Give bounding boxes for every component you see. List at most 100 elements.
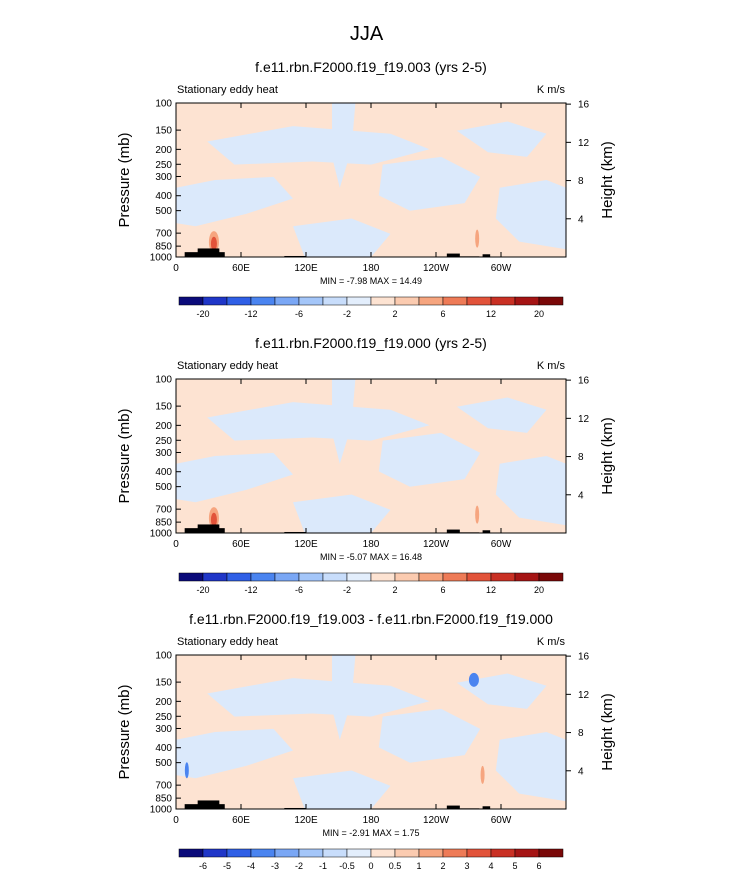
variable-label: Stationary eddy heat: [177, 360, 278, 372]
positive-maximum-core: [210, 236, 217, 251]
units-label: K m/s: [537, 636, 566, 648]
panel-title: f.e11.rbn.F2000.f19_f19.003 - f.e11.rbn.…: [189, 611, 553, 627]
y-tick-label: 1000: [150, 253, 173, 264]
colorbar-box: [538, 296, 564, 306]
negative-region: [495, 732, 566, 802]
topography: [446, 805, 460, 809]
colorbar-label: -6: [295, 585, 303, 595]
colorbar-label: -1: [319, 861, 327, 871]
min-max-label: MIN = -2.91 MAX = 1.75: [322, 828, 419, 838]
panel-title: f.e11.rbn.F2000.f19_f19.003 (yrs 2-5): [255, 59, 487, 75]
y2-tick-label: 16: [578, 100, 590, 111]
topography: [446, 529, 460, 533]
y-tick-label: 300: [155, 172, 172, 183]
colorbar-box: [394, 296, 420, 306]
y-tick-label: 400: [155, 467, 172, 478]
colorbar-label: -2: [343, 309, 351, 319]
y-tick-label: 200: [155, 697, 172, 708]
colorbar-box: [418, 848, 444, 858]
y2-axis-title: Height (km): [599, 693, 616, 771]
colorbar-box: [250, 572, 276, 582]
topography: [284, 255, 306, 257]
x-tick-label: 120E: [294, 263, 318, 274]
colorbar-label: -20: [196, 309, 209, 319]
y2-tick-label: 8: [578, 452, 584, 463]
topography: [482, 254, 491, 257]
colorbar-box: [226, 848, 252, 858]
topography: [197, 524, 220, 533]
y-tick-label: 700: [155, 229, 172, 240]
topography: [482, 530, 491, 533]
negative-minimum: [184, 762, 189, 779]
y2-tick-label: 8: [578, 728, 584, 739]
y-tick-label: 150: [155, 402, 172, 413]
x-tick-label: 180: [363, 815, 380, 826]
y-tick-label: 1000: [150, 529, 173, 540]
y-tick-label: 200: [155, 421, 172, 432]
colorbar-box: [346, 296, 372, 306]
y-tick-label: 500: [155, 482, 172, 493]
negative-region: [293, 770, 391, 809]
x-tick-label: 0: [173, 539, 179, 550]
y-tick-label: 700: [155, 505, 172, 516]
colorbar-box: [442, 296, 468, 306]
chart-panel-2: f.e11.rbn.F2000.f19_f19.000 (yrs 2-5) Sta…: [116, 335, 616, 595]
colorbar-box: [274, 572, 300, 582]
colorbar-box: [442, 572, 468, 582]
colorbar-box: [178, 572, 204, 582]
y-tick-label: 850: [155, 242, 172, 253]
colorbar-label: 1: [416, 861, 421, 871]
negative-region: [495, 180, 566, 250]
negative-region: [456, 673, 547, 709]
colorbar-label: 5: [512, 861, 517, 871]
colorbar-box: [298, 572, 324, 582]
colorbar-box: [538, 848, 564, 858]
variable-label: Stationary eddy heat: [177, 636, 278, 648]
y-tick-label: 150: [155, 126, 172, 137]
colorbar-box: [370, 848, 396, 858]
negative-region: [293, 218, 391, 257]
colorbar-label: 2: [440, 861, 445, 871]
negative-region: [378, 708, 481, 763]
units-label: K m/s: [537, 360, 566, 372]
negative-minimum: [468, 672, 479, 687]
negative-region: [176, 452, 293, 503]
colorbar-label: -3: [271, 861, 279, 871]
colorbar-box: [202, 296, 228, 306]
colorbar-label: 6: [536, 861, 541, 871]
y-tick-label: 250: [155, 160, 172, 171]
negative-region: [207, 402, 430, 441]
colorbar-box: [418, 572, 444, 582]
colorbar-box: [202, 572, 228, 582]
y-tick-label: 100: [155, 375, 172, 386]
negative-region: [456, 121, 547, 157]
colorbar-label: -20: [196, 585, 209, 595]
y-tick-label: 1000: [150, 805, 173, 816]
colorbar-box: [514, 572, 540, 582]
colorbar-box: [394, 572, 420, 582]
colorbar-box: [322, 572, 348, 582]
colorbar-box: [514, 848, 540, 858]
colorbar-box: [202, 848, 228, 858]
colorbar-box: [370, 572, 396, 582]
colorbar-label: -5: [223, 861, 231, 871]
y-tick-label: 100: [155, 651, 172, 662]
x-tick-label: 60W: [491, 263, 512, 274]
colorbar-box: [298, 296, 324, 306]
negative-region: [176, 728, 293, 779]
y-tick-label: 850: [155, 794, 172, 805]
topography: [197, 248, 220, 257]
y2-tick-label: 8: [578, 176, 584, 187]
y-tick-label: 500: [155, 758, 172, 769]
min-max-label: MIN = -5.07 MAX = 16.48: [320, 552, 422, 562]
positive-maximum: [480, 765, 485, 784]
x-tick-label: 60E: [232, 815, 250, 826]
colorbar-box: [178, 848, 204, 858]
colorbar-box: [490, 848, 516, 858]
y2-tick-label: 12: [578, 138, 590, 149]
colorbar-label: -6: [295, 309, 303, 319]
colorbar-box: [178, 296, 204, 306]
colorbar-label: 6: [440, 585, 445, 595]
figure-title: JJA: [350, 23, 384, 45]
topography: [284, 807, 306, 809]
